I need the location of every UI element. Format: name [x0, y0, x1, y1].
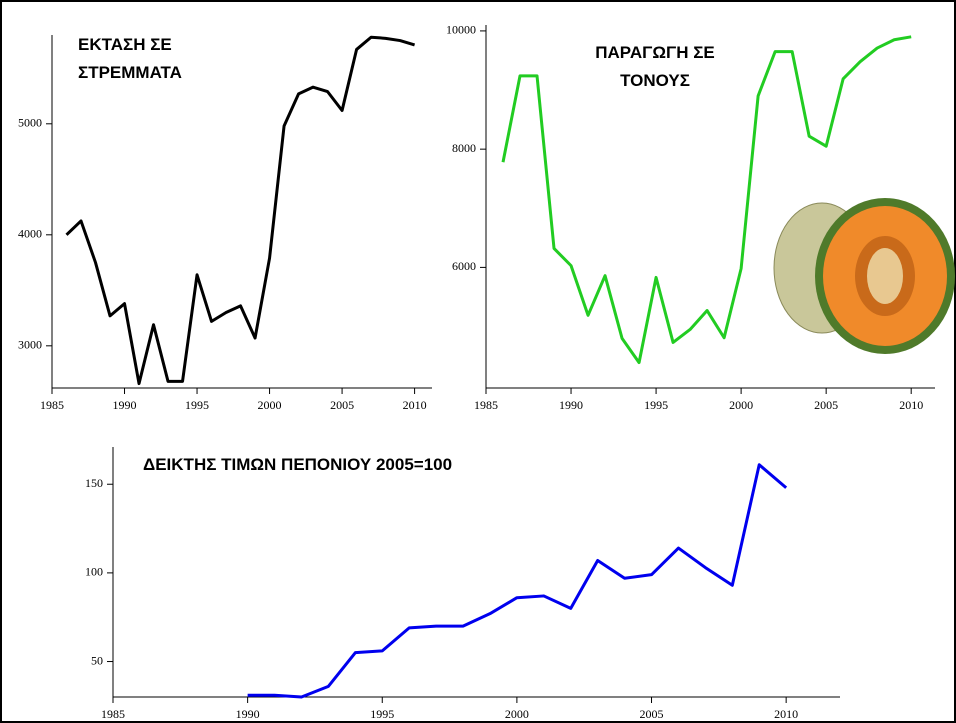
x-tick-label: 1985 — [101, 707, 125, 721]
y-tick-label: 8000 — [452, 141, 476, 155]
x-tick-label: 2000 — [258, 398, 282, 412]
chart-title: ΤΟΝΟΥΣ — [620, 71, 690, 90]
data-line — [501, 35, 912, 365]
data-line — [247, 463, 788, 699]
x-tick-label: 2010 — [403, 398, 427, 412]
x-tick-label: 2010 — [774, 707, 798, 721]
y-tick-label: 50 — [91, 653, 103, 667]
x-tick-label: 2005 — [330, 398, 354, 412]
x-tick-label: 1990 — [236, 707, 260, 721]
x-tick-label: 1990 — [113, 398, 137, 412]
melon-picture — [773, 198, 955, 354]
x-tick-label: 2005 — [640, 707, 664, 721]
x-tick-label: 2000 — [505, 707, 529, 721]
x-tick-label: 1990 — [559, 398, 583, 412]
chart-title: ΣΤΡΕΜΜΑΤΑ — [78, 63, 182, 82]
x-tick-label: 2005 — [814, 398, 838, 412]
y-tick-label: 100 — [85, 565, 103, 579]
x-tick-label: 1985 — [40, 398, 64, 412]
chart-title: ΔΕΙΚΤΗΣ ΤΙΜΩΝ ΠΕΠΟΝΙΟΥ 2005=100 — [143, 455, 452, 474]
y-tick-label: 150 — [85, 476, 103, 490]
y-tick-label: 6000 — [452, 259, 476, 273]
y-tick-label: 5000 — [18, 116, 42, 130]
x-tick-label: 2010 — [899, 398, 923, 412]
x-tick-label: 1995 — [185, 398, 209, 412]
chart-title: ΠΑΡΑΓΩΓΗ ΣΕ — [595, 43, 715, 62]
data-line — [65, 35, 416, 386]
x-tick-label: 1985 — [474, 398, 498, 412]
y-tick-label: 10000 — [446, 23, 476, 37]
y-tick-label: 3000 — [18, 338, 42, 352]
chart-title: ΕΚΤΑΣΗ ΣΕ — [78, 35, 172, 54]
y-tick-label: 4000 — [18, 227, 42, 241]
x-tick-label: 2000 — [729, 398, 753, 412]
x-tick-label: 1995 — [644, 398, 668, 412]
x-tick-label: 1995 — [370, 707, 394, 721]
